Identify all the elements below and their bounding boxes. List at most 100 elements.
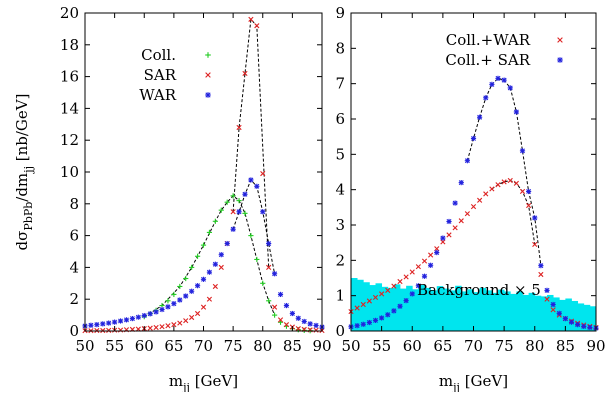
- data-point: [183, 275, 189, 282]
- data-point: [483, 191, 489, 197]
- data-point: [200, 304, 207, 310]
- data-point: [385, 312, 391, 318]
- data-point: [123, 317, 130, 323]
- y-tick-label: 0: [69, 322, 79, 340]
- data-point: [483, 95, 489, 101]
- data-point: [189, 314, 195, 321]
- data-point: [301, 327, 307, 333]
- data-point: [242, 70, 248, 77]
- data-point: [587, 324, 593, 331]
- data-point: [177, 297, 183, 303]
- data-point: [177, 283, 183, 290]
- data-point: [360, 321, 366, 327]
- data-point: [224, 199, 230, 205]
- data-point: [212, 261, 218, 267]
- data-point: [495, 182, 501, 188]
- data-point: [218, 264, 224, 270]
- data-point: [513, 180, 519, 186]
- data-point: [507, 177, 513, 184]
- background-histogram: [351, 278, 597, 331]
- x-tick-label: 60: [135, 337, 154, 355]
- data-point: [194, 310, 201, 317]
- background-bin: [498, 289, 505, 331]
- background-bin: [430, 290, 438, 331]
- data-point: [557, 37, 563, 43]
- data-point: [452, 225, 458, 231]
- data-point: [159, 324, 165, 330]
- data-point: [409, 269, 415, 275]
- background-bin: [357, 279, 364, 331]
- data-point: [254, 256, 260, 263]
- background-bin: [583, 304, 591, 331]
- data-point: [94, 322, 100, 328]
- fit-curve: [466, 77, 542, 266]
- x-axis-label: mjj [GeV]: [169, 372, 238, 392]
- data-point: [272, 271, 278, 277]
- x-tick-label: 65: [433, 337, 452, 355]
- data-point: [434, 246, 440, 252]
- data-point: [206, 269, 213, 275]
- background-bin: [565, 298, 572, 331]
- y-axis-label: dσPbPb/dmjj [nb/GeV]: [13, 94, 35, 251]
- data-point: [260, 280, 266, 286]
- background-bin: [461, 291, 468, 331]
- background-bin: [418, 285, 425, 331]
- data-point: [100, 321, 106, 327]
- data-point: [403, 274, 409, 280]
- data-point: [289, 310, 295, 317]
- data-point: [165, 323, 171, 329]
- legend-label: Coll.+WAR: [446, 31, 531, 49]
- y-tick-label: 1: [335, 287, 345, 305]
- data-point: [532, 215, 538, 221]
- data-point: [550, 301, 556, 308]
- data-point: [421, 258, 428, 264]
- background-bin: [516, 291, 523, 331]
- data-point: [495, 75, 501, 81]
- data-point: [106, 320, 112, 326]
- x-tick-label: 75: [495, 337, 514, 355]
- background-bin: [406, 285, 413, 331]
- data-point: [205, 92, 211, 98]
- background-bin: [442, 288, 450, 331]
- data-point: [205, 72, 211, 78]
- data-point: [568, 319, 575, 325]
- y-axis-label-text: dσPbPb/dmjj [nb/GeV]: [13, 94, 35, 251]
- x-axis-label: mjj [GeV]: [439, 372, 508, 392]
- background-bin: [577, 303, 585, 331]
- data-point: [266, 298, 272, 304]
- data-point: [242, 210, 248, 216]
- data-point: [556, 310, 562, 316]
- y-tick-label: 10: [60, 163, 79, 181]
- legend-label: WAR: [139, 86, 177, 104]
- data-point: [206, 229, 213, 236]
- data-point: [171, 301, 177, 307]
- data-point: [403, 298, 409, 304]
- data-point: [230, 193, 236, 199]
- data-point: [464, 211, 470, 217]
- data-point: [507, 85, 513, 91]
- data-point: [212, 218, 218, 224]
- data-point: [434, 249, 440, 256]
- data-point: [117, 327, 124, 333]
- y-tick-label: 14: [60, 99, 79, 117]
- legend: Coll.+WAR Coll.+ SAR: [445, 31, 563, 69]
- background-label: Background × 5: [417, 281, 541, 299]
- data-point: [415, 283, 421, 289]
- x-tick-label: 70: [194, 337, 213, 355]
- data-point: [446, 232, 452, 238]
- x-tick-label: 70: [464, 337, 483, 355]
- legend-label: Coll.: [141, 46, 176, 64]
- data-point: [562, 316, 568, 322]
- data-point: [224, 240, 230, 247]
- data-point: [409, 291, 415, 297]
- background-bin: [491, 292, 499, 331]
- data-point: [544, 287, 550, 293]
- legend-label: SAR: [144, 66, 177, 84]
- y-tick-label: 18: [60, 36, 79, 54]
- x-tick-label: 80: [525, 337, 544, 355]
- data-point: [470, 204, 477, 210]
- data-point: [440, 239, 446, 245]
- background-bin: [424, 287, 432, 331]
- x-tick-label: 60: [403, 337, 422, 355]
- data-point: [385, 287, 391, 293]
